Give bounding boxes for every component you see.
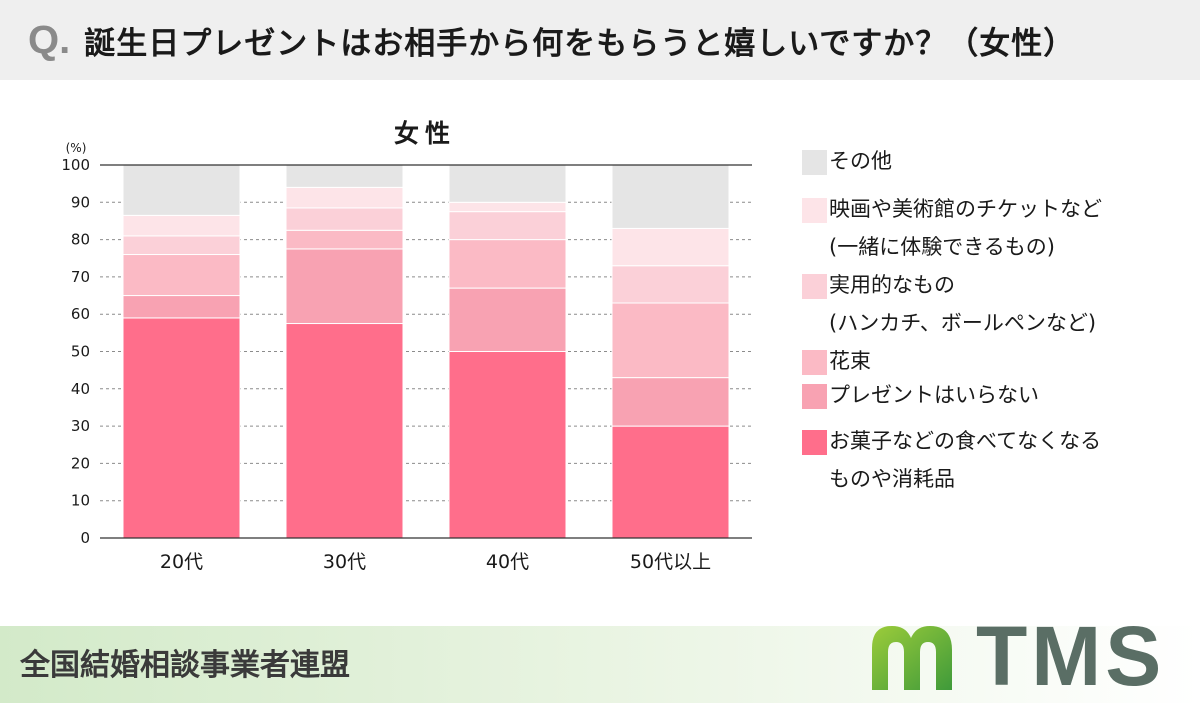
tms-leaf-m-icon (872, 626, 952, 690)
question-header: Q. 誕生日プレゼントはお相手から何をもらうと嬉しいですか？（女性） (0, 0, 1200, 80)
footer-banner: 全国結婚相談事業者連盟 (0, 626, 1200, 703)
legend-label: その他 (829, 149, 892, 173)
bar-segment (285, 229, 404, 250)
y-tick-label: 70 (71, 268, 90, 286)
bar-segment (122, 214, 241, 237)
bar-segment (611, 302, 730, 379)
bar-segment (448, 164, 567, 203)
legend-item: プレゼントはいらない (802, 382, 1039, 414)
y-tick-label: 30 (71, 417, 90, 435)
bar-segment (122, 235, 241, 256)
x-category-label: 50代以上 (630, 551, 711, 573)
y-tick-label: 10 (71, 492, 90, 510)
bar-segment (611, 377, 730, 427)
legend-label: 花束 (829, 349, 871, 373)
bar-segment (122, 317, 241, 539)
legend-label: プレゼントはいらない (829, 383, 1039, 407)
bar-segment (285, 207, 404, 231)
stacked-bar-chart: 女性 (%) 0 10 20 30 40 50 60 70 80 90 100 20代 30代 40代 50… (61, 119, 752, 573)
bar-segment (611, 164, 730, 229)
chart-title: 女性 (394, 119, 456, 148)
legend-swatch (802, 350, 827, 375)
y-tick-label: 90 (71, 193, 90, 211)
y-tick-label: 20 (71, 454, 90, 472)
bar-segment (122, 254, 241, 297)
bar-segment (448, 211, 567, 241)
bar-segment (285, 248, 404, 325)
y-tick-label: 100 (61, 156, 90, 174)
legend-swatch (802, 384, 827, 409)
bar-segment (285, 186, 404, 209)
bar-segment (448, 351, 567, 539)
bar-segment (448, 239, 567, 289)
legend-swatch (802, 430, 827, 455)
question-text: 誕生日プレゼントはお相手から何をもらうと嬉しいですか？（女性） (84, 25, 1076, 62)
organization-name: 全国結婚相談事業者連盟 (20, 648, 350, 683)
y-tick-label: 0 (80, 529, 90, 547)
legend-item: その他 (802, 148, 892, 180)
bar-segment (611, 265, 730, 304)
bar-segment (448, 287, 567, 352)
bar-segment (611, 425, 730, 539)
legend-swatch (802, 198, 827, 223)
y-tick-label: 80 (71, 231, 90, 249)
legend-item: お菓子などの食べてなくなる ものや消耗品 (802, 428, 1101, 498)
question-mark-label: Q. (28, 17, 71, 62)
bar-segment (448, 201, 567, 213)
legend-label: 映画や美術館のチケットなど (一緒に体験できるもの) (829, 197, 1102, 259)
bar-segment (285, 323, 404, 539)
y-axis-unit-label: (%) (66, 141, 87, 155)
tms-logo-text: TMS (976, 609, 1166, 703)
bar-segment (122, 164, 241, 216)
legend-label: 実用的なもの (ハンカチ、ボールペンなど) (829, 273, 1097, 335)
legend-swatch (802, 274, 827, 299)
bar-segment (285, 164, 404, 188)
legend-item: 花束 (802, 348, 871, 380)
axes: 0 10 20 30 40 50 60 70 80 90 100 20代 30代 40代 50代以上 (61, 156, 752, 573)
bar-segment (611, 227, 730, 267)
bar-segment (122, 295, 241, 319)
legend-swatch (802, 150, 827, 175)
tms-logo: TMS (866, 614, 1196, 698)
legend-item: 実用的なもの (ハンカチ、ボールペンなど) (802, 272, 1096, 342)
bars (122, 164, 730, 539)
legend-label: お菓子などの食べてなくなる ものや消耗品 (829, 429, 1102, 491)
legend-item: 映画や美術館のチケットなど (一緒に体験できるもの) (802, 196, 1102, 266)
x-category-label: 20代 (160, 551, 203, 573)
y-tick-label: 50 (71, 343, 90, 361)
y-tick-label: 40 (71, 380, 90, 398)
x-category-label: 40代 (486, 551, 529, 573)
y-tick-label: 60 (71, 305, 90, 323)
x-category-label: 30代 (323, 551, 366, 573)
